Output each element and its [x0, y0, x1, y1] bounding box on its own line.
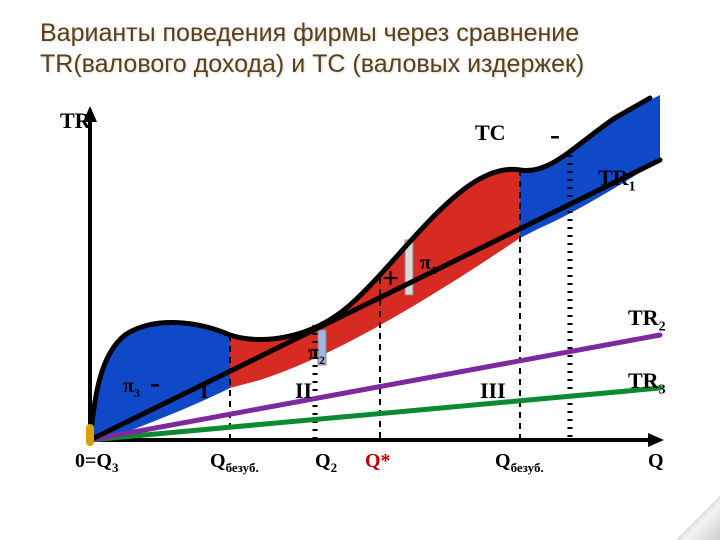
pi2-label: π2	[308, 342, 325, 368]
tick-q: Q	[648, 450, 664, 473]
page-curl-icon	[676, 496, 720, 540]
tick-origin: 0=Q3	[75, 450, 118, 476]
tick-qstar: Q*	[365, 450, 391, 473]
plus-sign: +	[382, 262, 399, 296]
pi1-label: π1	[420, 252, 437, 278]
region-3-label: III	[480, 378, 506, 404]
pi3-label: π3	[123, 375, 140, 401]
minus-right-sign: -	[550, 118, 560, 152]
tr1-label: TR1	[598, 165, 636, 195]
region-1-label: I	[200, 378, 209, 404]
slide: Варианты поведения фирмы через сравнение…	[0, 0, 720, 540]
y-axis-label: TR	[60, 108, 91, 134]
tr3-label: TR3	[628, 368, 666, 398]
region-2-label: II	[295, 378, 312, 404]
tc-label: TC	[475, 120, 506, 146]
tick-qbz1: Qбезуб.	[210, 450, 259, 476]
tick-q2: Q2	[315, 450, 337, 476]
minus-left-sign: -	[150, 366, 160, 400]
tick-qbz2: Qбезуб.	[495, 450, 544, 476]
tr2-label: TR2	[628, 305, 666, 335]
chart: TR TC TR1 TR2 TR3 π1 π2 π3 I II III + - …	[60, 110, 680, 510]
slide-title: Варианты поведения фирмы через сравнение…	[40, 18, 690, 81]
